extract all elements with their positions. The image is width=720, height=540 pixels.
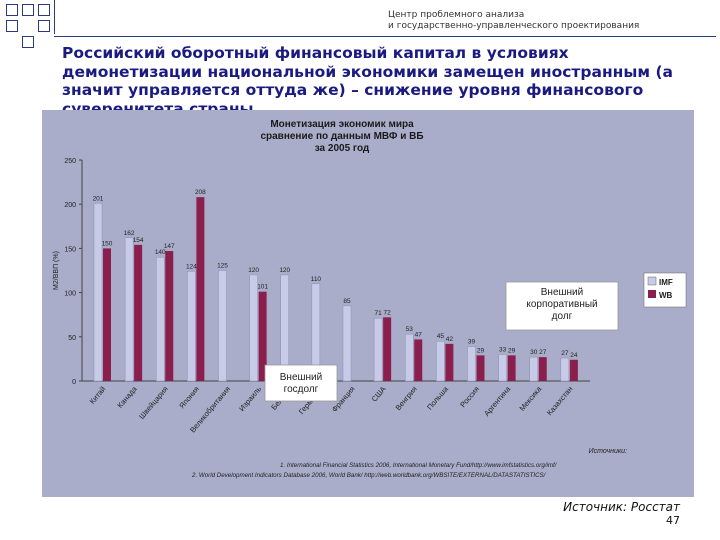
bar-value-label: 39 — [468, 339, 476, 346]
bar-imf — [498, 354, 507, 382]
bar-value-label: 125 — [217, 263, 228, 270]
bar-value-label: 140 — [155, 249, 166, 256]
header-line-1: Центр проблемного анализа — [388, 10, 525, 20]
y-tick-label: 250 — [64, 158, 76, 165]
chart-title-line: сравнение по данным МВФ и ВБ — [260, 131, 423, 142]
bar-value-label: 29 — [508, 347, 516, 354]
decor-square — [6, 20, 18, 32]
bar-imf — [124, 237, 134, 382]
bar-value-label: 150 — [102, 240, 113, 247]
bar-value-label: 53 — [406, 326, 414, 333]
bar-value-label: 45 — [437, 333, 445, 340]
bar-wb — [103, 248, 111, 381]
y-tick-label: 200 — [64, 202, 76, 209]
y-tick-label: 0 — [72, 379, 76, 386]
bar-value-label: 72 — [384, 309, 392, 316]
bar-value-label: 101 — [257, 284, 268, 291]
annotation-corporate-text: долг — [552, 311, 573, 322]
annotation-government-text: госдолг — [284, 384, 319, 395]
bar-wb — [134, 244, 143, 381]
annotation-corporate-text: Внешний — [541, 287, 583, 298]
bar-imf — [342, 305, 352, 382]
header-line-2: и государственно-управленческого проекти… — [388, 21, 640, 31]
bar-value-label: 124 — [186, 263, 197, 270]
source-line: 1. International Financial Statistics 20… — [280, 462, 558, 469]
bar-wb — [258, 291, 267, 381]
bar-wb — [445, 343, 454, 381]
annotation-government-text: Внешний — [280, 372, 322, 383]
decor-square — [6, 4, 18, 16]
bar-wb — [476, 355, 485, 381]
bar-value-label: 30 — [530, 349, 538, 356]
source-line: 2. World Development Indicators Database… — [191, 472, 547, 479]
chart-title-line: Монетизация экономик мира — [270, 119, 414, 130]
bar-wb — [538, 357, 547, 381]
bar-wb — [569, 359, 578, 381]
bar-value-label: 120 — [279, 267, 290, 274]
bar-wb — [414, 339, 423, 381]
bar-value-label: 27 — [539, 349, 547, 356]
footer-source: Источник: Росстат — [563, 500, 680, 514]
decor-square — [22, 4, 34, 16]
bar-value-label: 147 — [164, 243, 175, 250]
y-tick-label: 50 — [68, 335, 76, 342]
bar-value-label: 85 — [343, 298, 351, 305]
bar-value-label: 29 — [477, 347, 485, 354]
slide-title: Российский оборотный финансовый капитал … — [62, 44, 674, 118]
bar-value-label: 71 — [375, 310, 383, 317]
header-org: Центр проблемного анализа и государствен… — [388, 10, 708, 32]
bar-value-label: 110 — [311, 276, 322, 283]
bar-imf — [529, 356, 538, 382]
bar-wb — [196, 197, 205, 381]
bar-value-label: 42 — [446, 336, 454, 343]
bar-value-label: 162 — [124, 230, 135, 237]
decor-square — [38, 20, 50, 32]
legend-swatch-wb — [648, 290, 656, 298]
bar-value-label: 208 — [195, 189, 206, 196]
bar-value-label: 33 — [499, 346, 507, 353]
bar-wb — [383, 317, 392, 381]
bar-imf — [187, 271, 196, 382]
bar-value-label: 47 — [415, 331, 423, 338]
bar-imf — [405, 333, 414, 382]
bar-value-label: 154 — [133, 237, 144, 244]
annotation-box-government — [264, 364, 338, 402]
annotation-box-corporate — [505, 281, 619, 331]
bar-value-label: 201 — [93, 195, 104, 202]
chart-container: Монетизация экономик мира сравнение по да… — [42, 110, 694, 497]
bar-value-label: 24 — [570, 352, 578, 359]
sources-label: Источники: — [589, 448, 627, 455]
legend-label-wb: WB — [659, 291, 673, 300]
bar-wb — [507, 355, 516, 381]
bar-value-label: 120 — [248, 267, 259, 274]
decor-square — [38, 4, 50, 16]
bar-imf — [218, 270, 227, 382]
chart-title-line: за 2005 год — [315, 143, 370, 154]
legend-swatch-imf — [647, 276, 657, 286]
bar-imf — [467, 346, 476, 382]
header-rule — [54, 36, 716, 37]
header-divider — [54, 0, 55, 34]
bar-value-label: 27 — [561, 350, 569, 357]
bar-imf — [249, 274, 258, 382]
page-number: 47 — [666, 514, 680, 527]
annotation-corporate-text: корпоративный — [526, 299, 597, 310]
y-tick-label: 150 — [64, 246, 76, 253]
bar-wb — [165, 251, 174, 381]
bar-imf — [436, 340, 445, 382]
bar-imf — [560, 357, 570, 382]
y-axis-label: M2/ВВП (%) — [53, 251, 60, 290]
decor-square — [22, 36, 34, 48]
y-tick-label: 100 — [64, 291, 76, 298]
legend-label-imf: IMF — [659, 278, 673, 287]
bar-imf — [93, 203, 103, 382]
bar-imf — [156, 256, 165, 382]
bar-imf — [373, 317, 383, 382]
